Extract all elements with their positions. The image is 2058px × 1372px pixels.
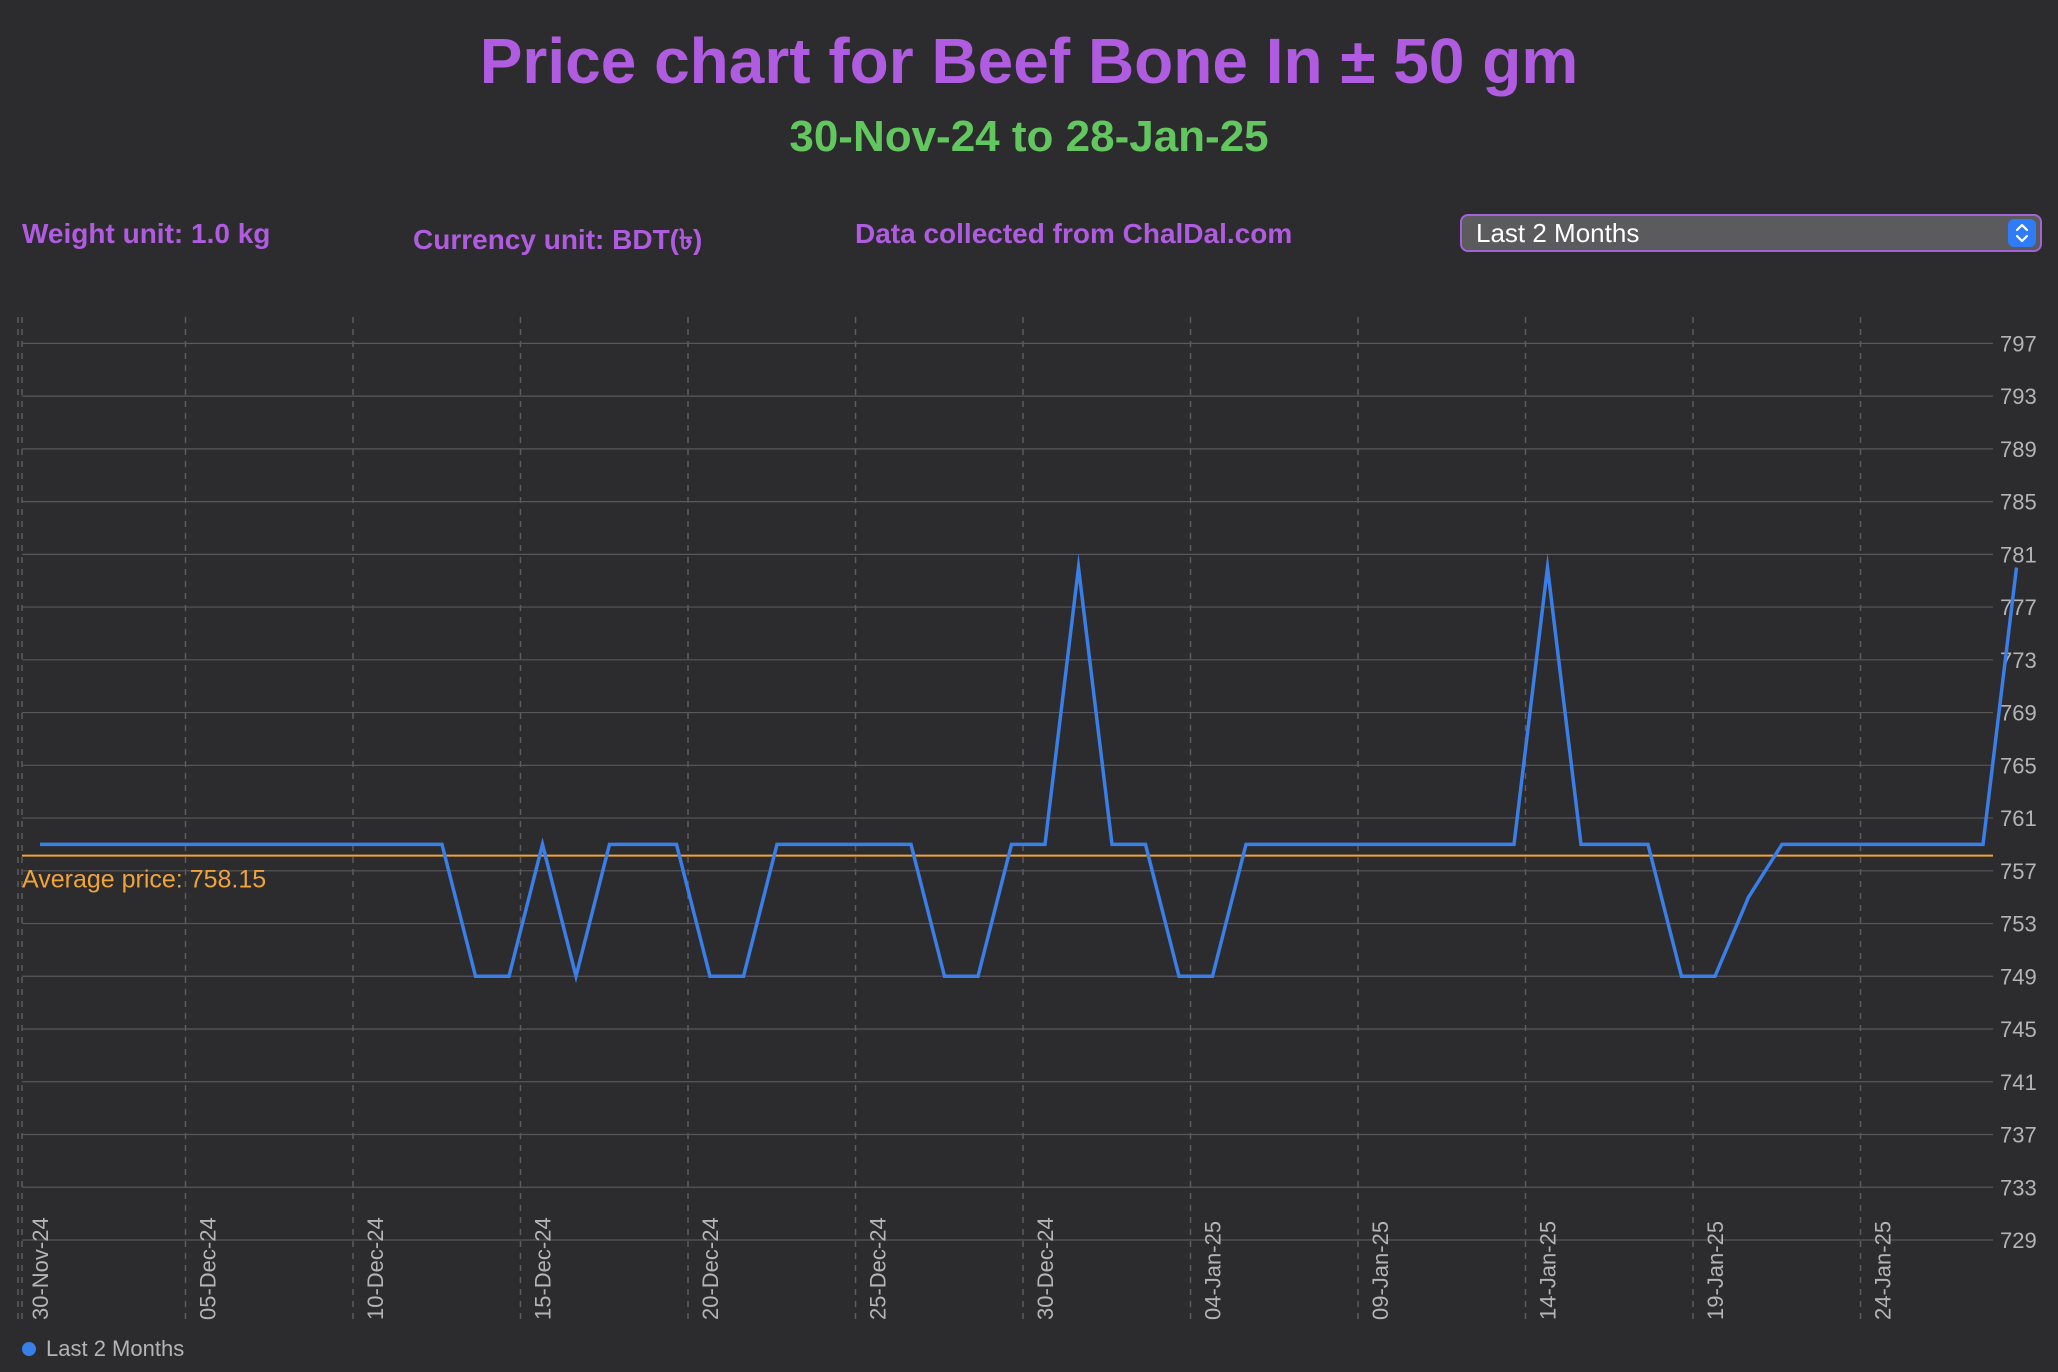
price-line-chart: 7297337377417457497537577617657697737777… [17, 317, 2037, 1320]
weight-unit-label: Weight unit: 1.0 kg [22, 218, 271, 249]
y-tick-label: 729 [2000, 1228, 2037, 1253]
date-range-subtitle: 30-Nov-24 to 28-Jan-25 [789, 112, 1269, 161]
y-tick-label: 733 [2000, 1175, 2037, 1200]
series-layer [40, 552, 2019, 984]
chart-legend: Last 2 Months [22, 1336, 184, 1362]
x-tick-label: 10-Dec-24 [363, 1217, 388, 1320]
y-tick-label: 753 [2000, 912, 2037, 937]
chart-title: Price chart for Beef Bone In ± 50 gm [479, 25, 1579, 97]
x-tick-label: 14-Jan-25 [1536, 1221, 1561, 1320]
y-tick-label: 741 [2000, 1070, 2037, 1095]
period-select[interactable]: Last 2 Months [1460, 214, 2042, 252]
x-tick-label: 05-Dec-24 [196, 1217, 221, 1320]
series-line [40, 552, 2019, 984]
y-tick-label: 797 [2000, 331, 2037, 356]
y-axis-tick-labels: 7297337377417457497537577617657697737777… [2000, 331, 2037, 1253]
y-tick-label: 781 [2000, 542, 2037, 567]
x-tick-label: 19-Jan-25 [1703, 1221, 1728, 1320]
y-tick-label: 761 [2000, 806, 2037, 831]
chevron-up-down-icon[interactable] [2008, 219, 2036, 247]
legend-dot [22, 1342, 36, 1356]
y-tick-label: 737 [2000, 1123, 2037, 1148]
y-tick-label: 765 [2000, 753, 2037, 778]
horizontal-grid [22, 342, 1993, 1241]
y-tick-label: 749 [2000, 964, 2037, 989]
currency-unit-label: Currency unit: BDT(৳) [413, 224, 703, 255]
x-tick-label: 25-Dec-24 [866, 1217, 891, 1320]
y-tick-label: 769 [2000, 701, 2037, 726]
y-tick-label: 745 [2000, 1017, 2037, 1042]
x-tick-label: 30-Dec-24 [1033, 1217, 1058, 1320]
legend-label: Last 2 Months [46, 1336, 185, 1361]
y-tick-label: 757 [2000, 859, 2037, 884]
x-tick-label: 09-Jan-25 [1368, 1221, 1393, 1320]
data-source-label: Data collected from ChalDal.com [855, 218, 1293, 249]
y-tick-label: 793 [2000, 384, 2037, 409]
x-tick-label: 15-Dec-24 [531, 1217, 556, 1320]
period-select-value: Last 2 Months [1476, 217, 1640, 248]
x-tick-label: 24-Jan-25 [1871, 1221, 1896, 1320]
x-tick-label: 30-Nov-24 [28, 1217, 53, 1320]
y-tick-label: 785 [2000, 490, 2037, 515]
x-tick-label: 04-Jan-25 [1201, 1221, 1226, 1320]
x-axis-tick-labels: 30-Nov-24 05-Dec-24 10-Dec-24 15-Dec-24 20-D… [28, 1217, 1896, 1320]
y-tick-label: 789 [2000, 437, 2037, 462]
y-tick-label: 777 [2000, 595, 2037, 620]
average-price-label: Average price: 758.15 [22, 866, 266, 894]
x-tick-label: 20-Dec-24 [698, 1217, 723, 1320]
